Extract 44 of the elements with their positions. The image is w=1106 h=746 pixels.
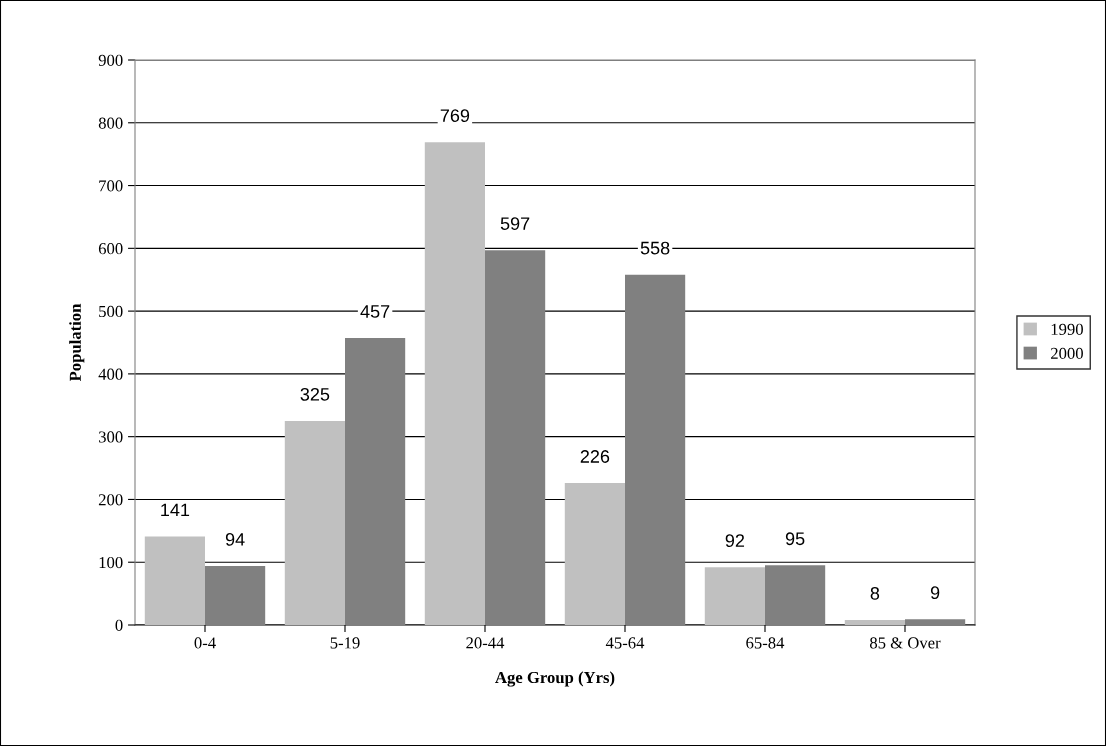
data-label: 94 (225, 532, 245, 546)
x-axis-title: Age Group (Yrs) (495, 671, 615, 687)
y-tick-label: 900 (98, 54, 123, 66)
bar (765, 565, 826, 625)
x-tick-label: 65-84 (746, 637, 785, 649)
data-label: 9 (930, 586, 940, 600)
y-tick-label: 500 (99, 305, 123, 318)
bar (625, 274, 686, 625)
bar (485, 250, 546, 625)
bar (905, 619, 966, 625)
data-label: 95 (785, 532, 805, 546)
legend-label: 2000 (1051, 347, 1083, 359)
x-tick-label: 0-4 (194, 637, 216, 649)
x-tick-label: 85 & Over (869, 637, 941, 649)
data-label: 769 (440, 109, 470, 122)
bar (205, 565, 266, 625)
y-tick-label: 400 (98, 368, 123, 380)
y-tick-label: 0 (115, 619, 123, 631)
x-tick-label: 20-44 (466, 637, 505, 649)
bar (144, 536, 205, 625)
data-label: 8 (870, 586, 880, 600)
data-label: 226 (580, 450, 610, 463)
x-tick-label: 45-64 (605, 637, 645, 649)
data-label: 141 (161, 503, 190, 517)
bar (564, 483, 625, 625)
y-tick-label: 700 (99, 180, 123, 192)
data-label: 92 (725, 534, 745, 548)
y-tick-label: 800 (98, 117, 123, 129)
y-axis-title: Population (69, 303, 85, 382)
data-label: 558 (640, 241, 670, 255)
y-tick-label: 300 (98, 431, 123, 443)
bar (704, 567, 765, 625)
legend-label: 1990 (1051, 323, 1083, 335)
data-label: 457 (360, 305, 390, 318)
bar (424, 142, 485, 625)
y-tick-label: 600 (98, 243, 123, 255)
y-tick-label: 100 (99, 556, 123, 569)
x-tick-label: 5-19 (330, 637, 360, 649)
data-label: 325 (300, 387, 330, 401)
y-tick-label: 200 (98, 494, 123, 506)
bar (844, 619, 905, 625)
bar (345, 338, 406, 625)
bar (284, 420, 345, 625)
data-label: 597 (500, 217, 530, 230)
